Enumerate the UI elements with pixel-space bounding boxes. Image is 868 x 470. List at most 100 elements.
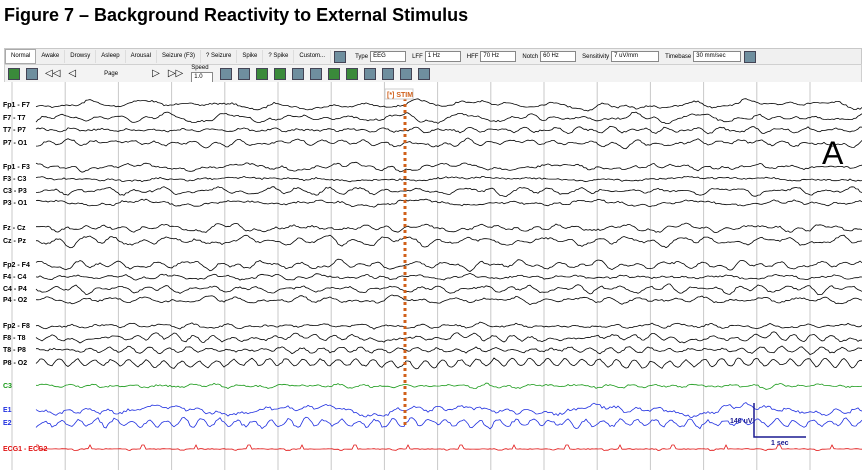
annotation-toolbar: Normal Awake Drowsy Asleep Arousal Seizure (F…	[4, 48, 862, 65]
page-select[interactable]: Page	[104, 70, 119, 77]
tool-icon[interactable]	[238, 67, 251, 80]
setting-label: Timebase	[665, 53, 692, 60]
tool-icon[interactable]	[274, 67, 287, 80]
channel-label: Cz - Pz	[3, 238, 26, 245]
stim-label: [*] STIM	[387, 92, 413, 99]
channel-label: E2	[3, 420, 12, 427]
nav-arrow[interactable]: ▷	[152, 68, 160, 79]
eeg-trace	[35, 258, 862, 272]
eeg-trace	[35, 186, 862, 198]
tool-icon[interactable]	[382, 67, 395, 80]
tool-icon[interactable]	[292, 67, 305, 80]
channel-label: Fp2 - F8	[3, 323, 30, 330]
channel-label: C3 - P3	[3, 188, 27, 195]
speed-box: Speed 1.0	[191, 64, 214, 83]
setting-label: LFF	[412, 53, 423, 60]
setting-select[interactable]: 60 Hz	[540, 51, 577, 62]
tool-icon[interactable]	[256, 67, 269, 80]
tool-icon[interactable]	[220, 67, 233, 80]
setting-select[interactable]: 1 Hz	[424, 51, 461, 62]
annotation-button[interactable]: Spike	[237, 50, 264, 63]
channel-label: ECG1 - ECG2	[3, 446, 47, 453]
eeg-trace	[35, 98, 862, 112]
setting-select[interactable]: 70 Hz	[480, 51, 517, 62]
channel-label: C3	[3, 383, 12, 390]
setting-label: Sensitivity	[582, 53, 610, 60]
nav-arrow[interactable]: ▷▷	[167, 68, 184, 79]
tool-icon[interactable]	[364, 67, 377, 80]
tool-icon[interactable]	[346, 67, 359, 80]
speed-label: Speed	[191, 64, 209, 71]
channel-label: F7 - T7	[3, 115, 26, 122]
eeg-trace	[35, 234, 862, 249]
tool-icon[interactable]	[400, 67, 413, 80]
eeg-trace	[35, 272, 862, 281]
annotation-button[interactable]: Asleep	[96, 50, 126, 63]
setting-label: Type	[355, 53, 369, 60]
channel-label: Fp1 - F3	[3, 164, 30, 171]
tool-icon[interactable]	[310, 67, 323, 80]
eeg-trace	[35, 321, 862, 330]
channel-label: P7 - O1	[3, 140, 27, 147]
refresh-icon	[744, 50, 757, 63]
settings-icon	[334, 50, 347, 63]
eeg-trace	[35, 357, 862, 370]
channel-label: T8 - P8	[3, 347, 26, 354]
tool-icon[interactable]	[8, 67, 20, 80]
setting-label: HFF	[466, 53, 479, 60]
stim-box	[384, 88, 414, 100]
eeg-trace	[35, 198, 862, 208]
annotation-button[interactable]: Arousal	[126, 50, 157, 63]
panel-label: A	[822, 135, 844, 171]
figure-title: Figure 7 – Background Reactivity to Exte…	[4, 5, 469, 25]
setting-select[interactable]: 7 uV/mm	[611, 51, 660, 62]
eeg-trace	[35, 161, 862, 173]
channel-label: P4 - O2	[3, 297, 27, 304]
channel-label: C4 - P4	[3, 286, 27, 293]
channel-label: F3 - C3	[3, 176, 26, 183]
annotation-button[interactable]: Normal	[5, 49, 37, 64]
annotation-button[interactable]: Custom...	[294, 50, 332, 63]
channel-label: T7 - P7	[3, 127, 26, 134]
channel-label: E1	[3, 407, 12, 414]
eeg-trace	[35, 294, 862, 306]
channel-label: F4 - C4	[3, 274, 26, 281]
setting-select[interactable]: 30 mm/sec	[693, 51, 742, 62]
annotation-button[interactable]: Seizure (F3)	[157, 50, 201, 63]
channel-label: P8 - O2	[3, 360, 27, 367]
eeg-trace	[35, 331, 862, 344]
scale-bar	[753, 403, 806, 438]
channel-label: Fp1 - F7	[3, 102, 30, 109]
channel-label: Fz - Cz	[3, 225, 26, 232]
eeg-trace	[35, 382, 862, 390]
tool-icon[interactable]	[26, 67, 38, 80]
tool-icon[interactable]	[328, 67, 341, 80]
channel-label: P3 - O1	[3, 200, 27, 207]
annotation-button[interactable]: ? Spike	[263, 50, 295, 63]
eeg-trace	[35, 137, 862, 150]
eeg-trace	[35, 283, 862, 296]
nav-arrow[interactable]: ◁◁	[45, 68, 61, 79]
speed-value: 1.0	[191, 71, 214, 83]
scale-amplitude: 140 uV	[730, 418, 753, 425]
eeg-trace	[36, 345, 862, 355]
eeg-trace	[35, 111, 862, 124]
eeg-plot: Fp1 - F7 F7 - T7 T7 - P7 P7 - O1 Fp1 - F3 F3 …	[0, 82, 862, 470]
plot-background	[0, 82, 862, 470]
eeg-trace	[35, 402, 862, 419]
eeg-trace	[35, 125, 862, 135]
setting-select[interactable]: EEG	[370, 51, 407, 62]
nav-arrow[interactable]: ◁	[68, 68, 77, 79]
eeg-trace	[36, 222, 862, 234]
tool-icon[interactable]	[418, 67, 431, 80]
navigation-toolbar: ◁◁ ◁ Page ▷ ▷▷ Speed 1.0	[4, 64, 862, 83]
annotation-button[interactable]: Drowsy	[65, 50, 97, 63]
annotation-button[interactable]: ? Seizure	[201, 50, 238, 63]
eeg-trace	[35, 416, 862, 430]
annotation-button[interactable]: Awake	[36, 50, 66, 63]
scale-time: 1 sec	[771, 440, 789, 447]
eeg-trace	[35, 175, 862, 183]
setting-label: Notch	[522, 53, 539, 60]
channel-label: Fp2 - F4	[3, 262, 30, 269]
